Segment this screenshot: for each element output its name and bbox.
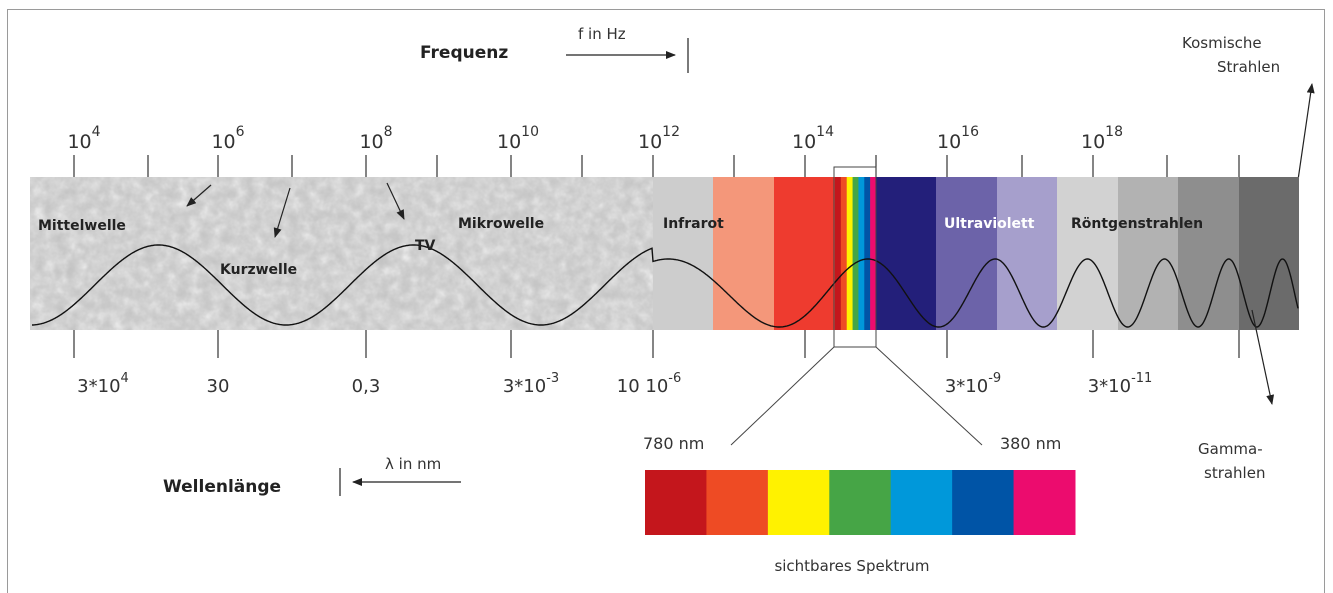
uv-dark-band bbox=[876, 177, 936, 330]
band-label-ultraviolett: Ultraviolett bbox=[944, 216, 1035, 232]
radio-band-texture bbox=[30, 177, 653, 330]
frequency-tick-label: 104 bbox=[67, 124, 100, 153]
visible-spectrum-swatch bbox=[829, 470, 892, 535]
visible-region-marker bbox=[833, 166, 877, 348]
visible-band-stripe bbox=[846, 177, 853, 330]
xray-band-3 bbox=[1178, 177, 1239, 330]
wavelength-tick-label: 0,3 bbox=[352, 376, 381, 397]
cosmic-rays-label-line2: Strahlen bbox=[1217, 58, 1280, 76]
infrared-red-band bbox=[774, 177, 835, 330]
band-label-tv: TV bbox=[415, 238, 436, 254]
visible-band-stripe bbox=[864, 177, 871, 330]
visible-right-wavelength: 380 nm bbox=[1000, 434, 1061, 453]
xray-band-1 bbox=[1057, 177, 1118, 330]
gamma-rays-label-line2: strahlen bbox=[1204, 464, 1265, 482]
visible-spectrum-swatch bbox=[890, 470, 953, 535]
frequency-tick-label: 1018 bbox=[1081, 124, 1123, 153]
uv-mid-band bbox=[936, 177, 997, 330]
band-label-kurzwelle: Kurzwelle bbox=[220, 262, 297, 278]
gamma-band bbox=[1239, 177, 1299, 330]
visible-band-stripe bbox=[852, 177, 859, 330]
band-label-mittelwelle: Mittelwelle bbox=[38, 218, 126, 234]
band-label-roentgen: Röntgenstrahlen bbox=[1071, 216, 1203, 232]
frequency-tick-label: 1014 bbox=[792, 124, 834, 153]
tv-pointer-arrow bbox=[386, 182, 405, 220]
visible-band-stripe bbox=[870, 177, 877, 330]
visible-spectrum-swatch bbox=[645, 470, 707, 535]
visible-band-stripe bbox=[840, 177, 848, 330]
visible-spectrum-swatch bbox=[706, 470, 769, 535]
frequency-tick-label: 108 bbox=[359, 124, 392, 153]
frequency-tick-label: 1016 bbox=[937, 124, 979, 153]
visible-spectrum-swatch bbox=[952, 470, 1015, 535]
frequency-tick-label: 106 bbox=[211, 124, 244, 153]
wavelength-unit-label: λ in nm bbox=[385, 455, 441, 473]
frequency-title: Frequenz bbox=[420, 43, 508, 63]
infrared-salmon-band bbox=[713, 177, 774, 330]
diagram-frame bbox=[7, 9, 1325, 593]
wavelength-tick-label: 3*104 bbox=[77, 371, 129, 397]
frequency-tick-label: 1012 bbox=[638, 124, 680, 153]
mittelwelle-pointer-arrow bbox=[186, 184, 212, 207]
wavelength-tick-label: 3*10-11 bbox=[1088, 371, 1153, 397]
visible-zoom-line-left bbox=[730, 346, 835, 446]
wave-curve bbox=[32, 244, 1299, 328]
wavelength-tick-label: 30 bbox=[207, 376, 230, 397]
wavelength-tick-label: 10 10-6 bbox=[617, 371, 682, 397]
kurzwelle-pointer-arrow bbox=[273, 187, 291, 238]
infrared-light-band bbox=[653, 177, 713, 330]
band-label-mikrowelle: Mikrowelle bbox=[458, 216, 544, 232]
wavelength-tick-label: 3*10-3 bbox=[503, 371, 559, 397]
wavelength-title: Wellenlänge bbox=[163, 477, 281, 497]
visible-zoom-line-right bbox=[875, 346, 983, 446]
visible-spectrum-caption: sichtbares Spektrum bbox=[774, 557, 929, 575]
frequency-unit-label: f in Hz bbox=[578, 25, 626, 43]
wavelength-tick-label: 3*10-9 bbox=[945, 371, 1001, 397]
visible-left-wavelength: 780 nm bbox=[643, 434, 704, 453]
xray-band-2 bbox=[1118, 177, 1178, 330]
visible-spectrum-swatch bbox=[767, 470, 830, 535]
visible-spectrum-swatch bbox=[1013, 470, 1076, 535]
gamma-rays-label-line1: Gamma- bbox=[1198, 440, 1263, 458]
cosmic-rays-arrow bbox=[1297, 83, 1315, 181]
frequency-tick-label: 1010 bbox=[497, 124, 539, 153]
visible-band-stripe bbox=[835, 177, 842, 330]
band-label-infrarot: Infrarot bbox=[663, 216, 724, 232]
gamma-rays-arrow bbox=[1251, 309, 1275, 405]
uv-light-band bbox=[997, 177, 1057, 330]
cosmic-rays-label-line1: Kosmische bbox=[1182, 34, 1262, 52]
visible-band-stripe bbox=[858, 177, 865, 330]
